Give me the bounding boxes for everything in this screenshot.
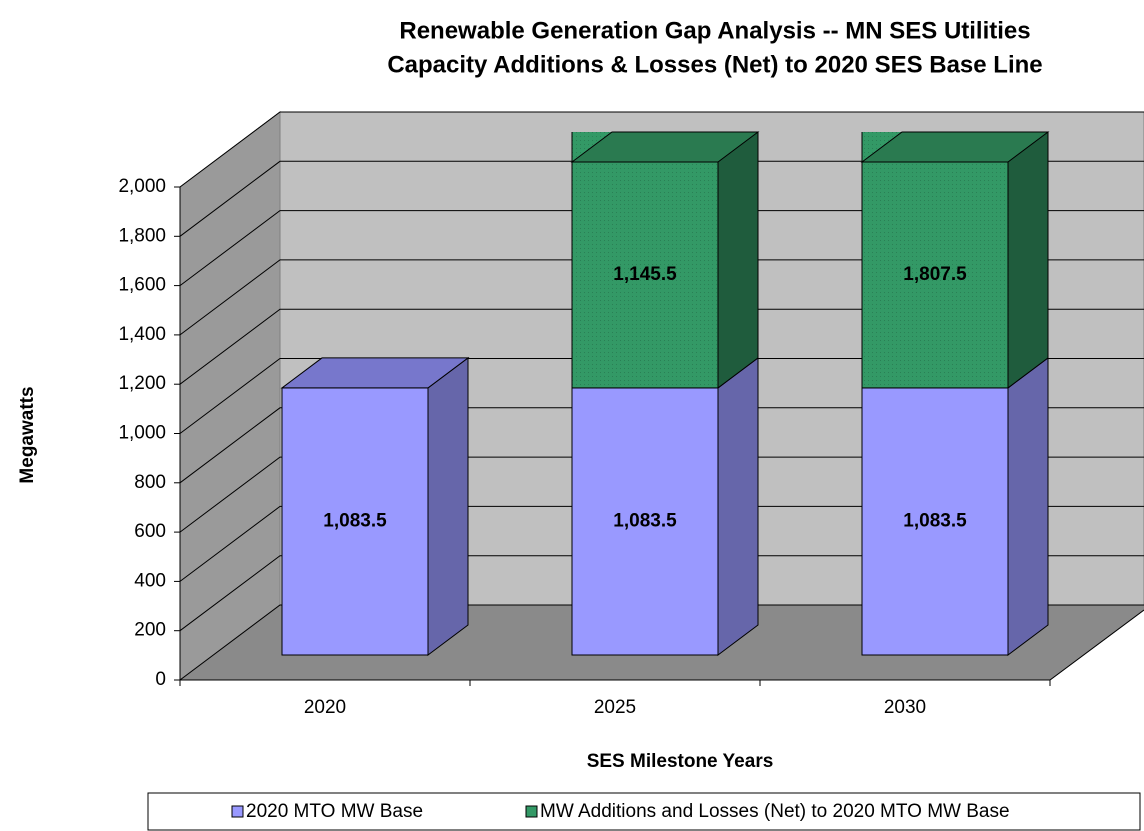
data-label: 1,807.5 [903,264,967,285]
x-tick-label: 2020 [304,697,346,718]
legend-label: 2020 MTO MW Base [246,801,423,822]
y-tick-label: 800 [134,472,166,493]
legend-label: MW Additions and Losses (Net) to 2020 MT… [540,801,1010,822]
bar [861,387,1009,656]
y-tick-label: 2,000 [118,176,166,197]
bar [571,132,719,389]
bar-group [281,132,1049,656]
grid-line [179,604,1144,681]
y-tick-label: 1,400 [118,324,166,345]
y-tick-label: 200 [134,620,166,641]
y-tick-label: 400 [134,570,166,591]
y-axis-label: Megawatts [17,386,38,483]
bar [281,387,429,656]
grid-line [179,407,1144,484]
legend-items: 2020 MTO MW Base MW Additions and Losses … [231,801,1010,822]
legend-swatch [525,805,538,818]
bars: 1,083.5 1,083.5 1,145.5 1,083.5 1,807.5 [280,131,1050,656]
x-tick-label: 2030 [884,697,926,718]
bar-side [1007,356,1049,656]
grid-line [179,308,1144,385]
bar-side [717,356,759,656]
data-label: 1,083.5 [903,510,967,531]
grid-line [179,259,1144,336]
x-axis-label: SES Milestone Years [587,751,774,772]
grid-line [179,555,1144,632]
grid-line [179,111,1144,188]
grid-line [179,505,1144,582]
chart-subtitle: Capacity Additions & Losses (Net) to 202… [387,51,1042,78]
y-tick-label: 0 [155,669,166,690]
grid-line [179,358,1144,434]
legend [147,792,1141,831]
x-tick-label: 2025 [594,697,636,718]
floor-edge [1049,609,1144,681]
bar [861,132,1009,389]
grid-line [179,456,1144,533]
y-tick-label: 1,600 [118,275,166,296]
bar-top [860,131,1050,163]
grid [179,111,1144,681]
bar [571,387,719,656]
data-label: 1,083.5 [613,510,677,531]
y-tick-label: 1,200 [118,373,166,394]
legend-swatch [231,805,244,818]
bar-top [280,357,470,389]
y-tick-label: 600 [134,521,166,542]
data-label: 1,083.5 [323,510,387,531]
bar-side [1007,132,1049,389]
data-label: 1,145.5 [613,264,677,285]
y-tick-label: 1,800 [118,225,166,246]
grid-line [179,160,1144,237]
grid-line [179,210,1144,287]
bar-top [570,131,760,163]
bar-side [427,356,469,656]
chart-title: Renewable Generation Gap Analysis -- MN … [399,17,1030,44]
y-tick-label: 1,000 [118,423,166,444]
